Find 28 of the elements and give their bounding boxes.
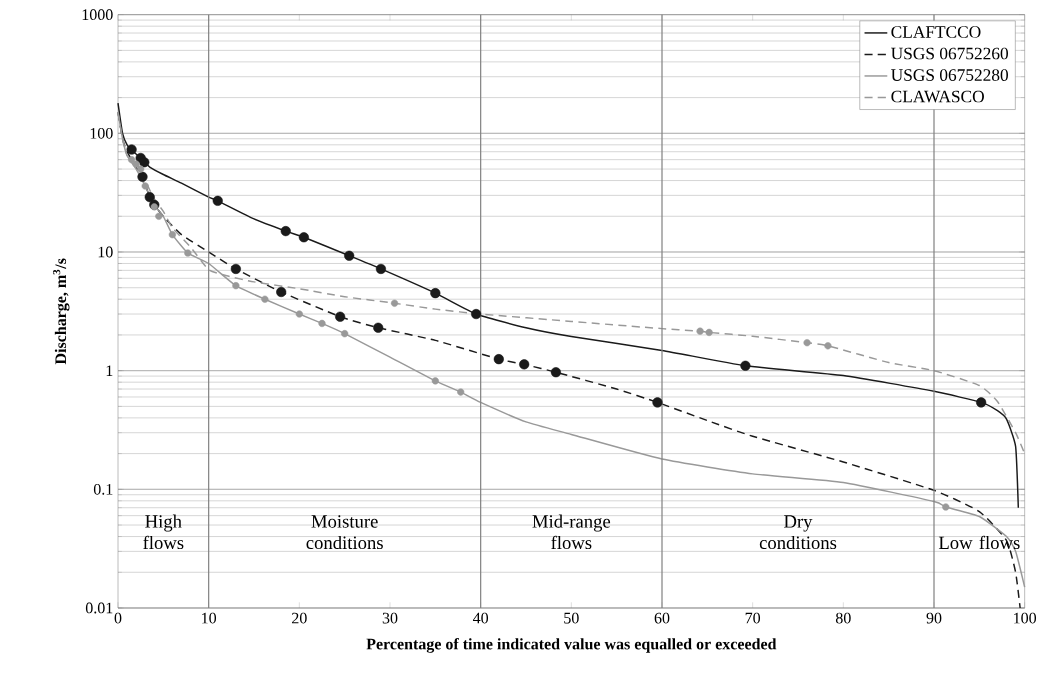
- annotation: Low flows: [938, 535, 1020, 550]
- y-axis-title: Discharge, m$^{3}$/s: [53, 258, 70, 365]
- x-tick-label: 10: [202, 612, 217, 624]
- annotation: Mid-range flows: [532, 514, 611, 550]
- x-tick-label: 20: [292, 612, 307, 624]
- x-tick-label: 30: [382, 612, 398, 624]
- x-tick-label: 100: [1014, 612, 1037, 624]
- x-tick-label: 40: [472, 612, 489, 624]
- annotation: Moisture conditions: [306, 515, 383, 550]
- x-tick-label: 50: [564, 612, 579, 624]
- legend-label: CLAWASCO: [891, 90, 984, 103]
- x-tick-label: 90: [926, 612, 942, 624]
- legend-label: USGS 06752260: [891, 47, 1008, 60]
- y-tick-label: 100: [90, 127, 113, 139]
- x-axis-title: Percentage of time indicated value was equalled or exceeded: [366, 637, 777, 653]
- y-tick-label: 0.01: [85, 602, 113, 614]
- annotation: High flows: [143, 514, 184, 550]
- x-tick-label: 70: [745, 612, 761, 624]
- x-tick-label: 0: [114, 612, 122, 624]
- y-tick-label: 1: [106, 365, 113, 376]
- y-tick-label: 0.1: [93, 483, 113, 495]
- x-tick-label: 60: [654, 612, 670, 624]
- y-tick-label: 1000: [82, 9, 113, 21]
- legend-label: CLAFTCCO: [891, 26, 981, 38]
- legend-label: USGS 06752280: [891, 69, 1008, 81]
- y-tick-label: 10: [98, 246, 113, 258]
- x-tick-label: 80: [835, 612, 851, 624]
- annotation: Dry conditions: [759, 515, 837, 550]
